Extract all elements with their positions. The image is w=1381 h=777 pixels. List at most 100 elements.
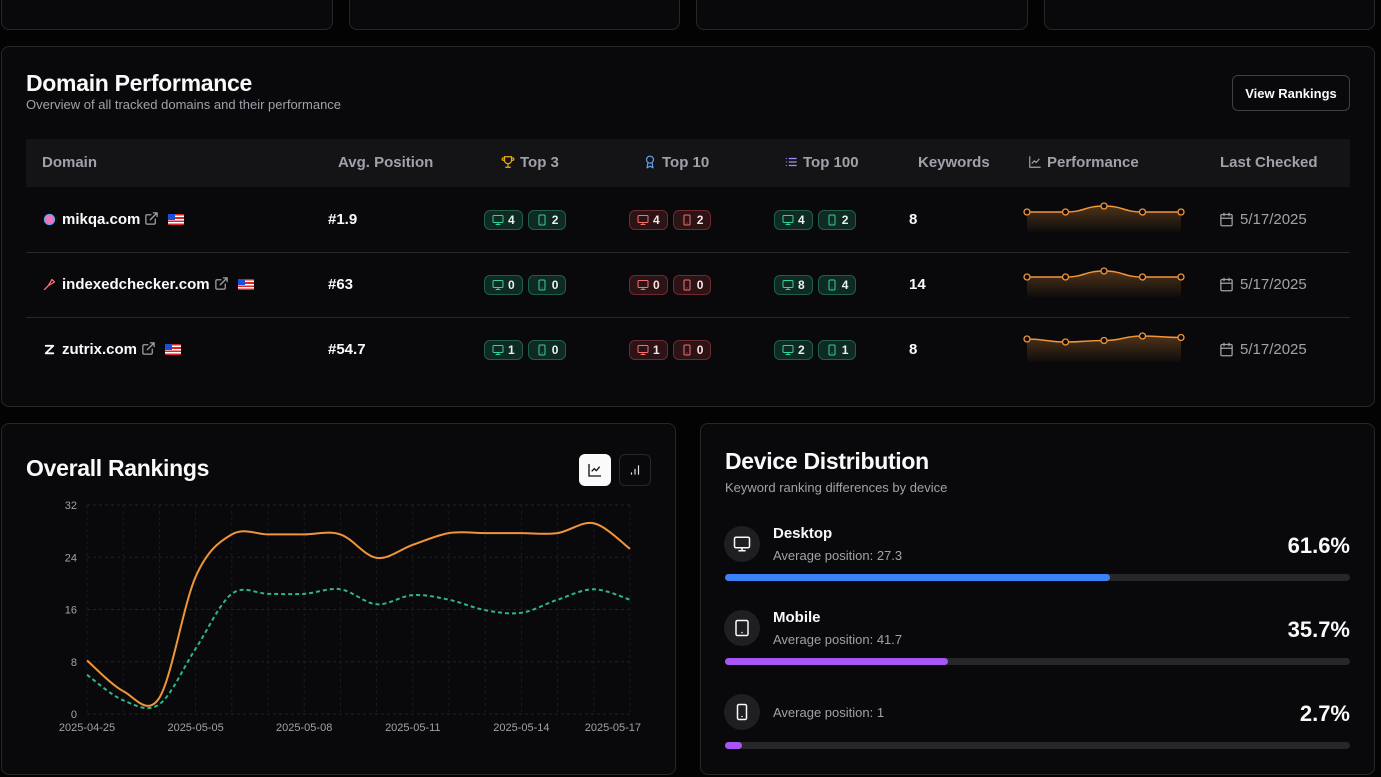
overall-rankings-card [1, 423, 676, 775]
device-percent: 2.7% [1299, 701, 1350, 726]
device-glyph [735, 619, 749, 637]
line-view-button[interactable] [579, 454, 611, 486]
sparkline-point [1138, 273, 1147, 281]
progress-track [725, 574, 1350, 581]
external-link-icon [214, 277, 228, 290]
badge-count: 4 [508, 213, 515, 227]
device-label: Mobile [773, 609, 821, 626]
keywords: 14 [909, 276, 926, 293]
rank-badge: 4 [629, 210, 668, 230]
bar-icon [630, 465, 640, 475]
section-subtitle: Keyword ranking differences by device [725, 480, 948, 495]
rank-badge: 2 [527, 210, 567, 230]
section-title: Domain Performance [26, 70, 252, 96]
external-link[interactable] [144, 211, 159, 231]
series-line [86, 521, 631, 707]
badge-count: 4 [841, 278, 849, 292]
column-header: Keywords [918, 154, 990, 171]
rank-badge: 0 [484, 275, 523, 295]
stat-card [1, 0, 333, 30]
x-tick-label: 2025-05-05 [167, 722, 223, 734]
trophy-icon [501, 156, 515, 168]
avg-position: #54.7 [328, 341, 366, 358]
bar-view-button[interactable] [619, 454, 651, 486]
device-detail: Average position: 27.3 [773, 548, 903, 563]
progress-bar [725, 574, 1110, 581]
line-icon [588, 464, 601, 477]
progress-bar [725, 742, 742, 749]
external-link[interactable] [141, 341, 156, 361]
calendar-icon [1220, 342, 1233, 357]
desktop-icon [782, 280, 794, 290]
desktop-icon [637, 280, 649, 290]
badge-count: 2 [798, 343, 805, 357]
desktop-icon [492, 345, 504, 355]
device-glyph [733, 536, 751, 552]
sparkline-point [1177, 333, 1185, 342]
desktop-icon [637, 345, 649, 355]
device-icon [724, 694, 760, 730]
award-icon [645, 155, 655, 169]
sparkline-point [1100, 202, 1108, 210]
desktop-icon [782, 215, 794, 225]
keywords: 8 [909, 341, 918, 358]
mobile-icon [683, 344, 691, 356]
external-link[interactable] [214, 276, 229, 296]
device-distribution-card [700, 423, 1375, 775]
rank-badge: 1 [484, 340, 523, 360]
calendar-icon [1220, 212, 1233, 227]
mobile-icon [683, 214, 691, 226]
row-divider [26, 252, 1350, 253]
mobile-icon [828, 279, 836, 291]
flag-canton [165, 344, 173, 350]
avg-position: #63 [328, 276, 354, 293]
progress-track [725, 658, 1350, 665]
mobile-icon [683, 279, 691, 291]
calendar-icon-wrap [1219, 212, 1234, 232]
device-glyph [736, 703, 748, 721]
device-detail: Average position: 1 [773, 705, 885, 720]
mobile-icon [538, 214, 546, 226]
rank-badge: 4 [484, 210, 523, 230]
y-tick-label: 24 [65, 552, 77, 564]
badge-count: 2 [696, 213, 704, 227]
flag [165, 344, 182, 355]
column-header: Domain [42, 154, 98, 171]
sparkline [1023, 332, 1185, 362]
badge-count: 1 [653, 343, 660, 357]
badge-count: 4 [798, 213, 805, 227]
sparkline-point [1061, 273, 1070, 281]
column-header: Top 3 [520, 154, 559, 171]
mobile-icon [538, 344, 546, 356]
column-header: Top 10 [662, 154, 710, 171]
x-tick-label: 2025-04-25 [59, 722, 115, 734]
desktop-icon [492, 280, 504, 290]
view-rankings-button[interactable]: View Rankings [1232, 75, 1350, 111]
last-checked: 5/17/2025 [1240, 341, 1307, 358]
badge-count: 0 [653, 278, 660, 292]
domain-performance: Domain Performance Overview of all track… [26, 70, 1350, 362]
avg-position: #1.9 [328, 211, 358, 228]
rank-badge: 2 [672, 210, 712, 230]
domain-name: indexedchecker.com [62, 276, 210, 293]
x-tick-label: 2025-05-08 [276, 722, 332, 734]
badge-count: 2 [551, 213, 559, 227]
sparkline-point [1177, 208, 1185, 216]
sparkline-point [1100, 336, 1108, 345]
favicon [42, 277, 57, 297]
device-percent: 61.6% [1287, 533, 1350, 558]
flag [237, 279, 254, 290]
favicon-image [44, 344, 55, 355]
badge-count: 0 [551, 278, 559, 292]
column-icon [1028, 155, 1042, 174]
desktop-icon [782, 345, 794, 355]
sparkline-point [1061, 338, 1070, 346]
rank-badge: 4 [774, 210, 813, 230]
mobile-icon [538, 279, 546, 291]
mobile-icon [828, 344, 836, 356]
rank-badge: 0 [629, 275, 668, 295]
last-checked: 5/17/2025 [1240, 211, 1307, 228]
sparkline-point [1023, 273, 1031, 281]
